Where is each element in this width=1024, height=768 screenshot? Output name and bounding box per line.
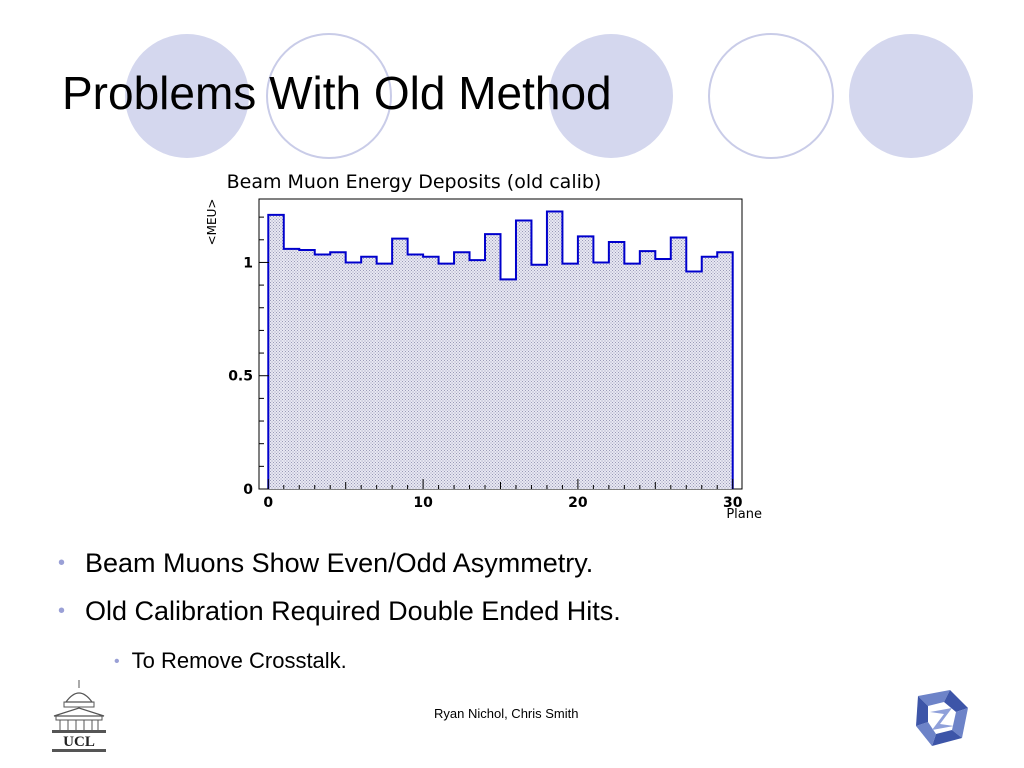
deco-circle-filled bbox=[549, 34, 673, 158]
histogram-bar bbox=[423, 256, 439, 489]
slide-title: Problems With Old Method bbox=[62, 67, 612, 119]
histogram-bar bbox=[454, 252, 470, 489]
histogram-bar bbox=[531, 264, 547, 489]
histogram-bar bbox=[268, 214, 284, 489]
deco-circle-outline bbox=[266, 33, 392, 159]
histogram-bar bbox=[485, 234, 501, 489]
y-axis-label: <MEU> bbox=[205, 199, 219, 246]
histogram-bar bbox=[717, 252, 733, 489]
histogram-bar bbox=[361, 256, 377, 489]
histogram-bar bbox=[670, 237, 687, 489]
histogram-outline bbox=[267, 210, 734, 489]
x-tick-label: 0 bbox=[263, 495, 273, 511]
y-tick-label: 0 bbox=[243, 482, 253, 498]
histogram-bar bbox=[593, 262, 609, 489]
histogram-bar bbox=[345, 262, 362, 489]
histogram-bar bbox=[407, 254, 424, 489]
histogram-bar bbox=[500, 279, 516, 489]
histogram-bar bbox=[546, 211, 563, 489]
bullet-icon: • bbox=[58, 600, 66, 622]
x-tick-label: 20 bbox=[568, 495, 588, 511]
histogram-bar bbox=[469, 260, 486, 489]
histogram-bar bbox=[655, 259, 671, 489]
histogram-bar bbox=[299, 249, 315, 489]
histogram-bar bbox=[376, 263, 393, 489]
deco-circle-outline bbox=[708, 33, 834, 159]
histogram-bar bbox=[314, 254, 331, 489]
x-tick-label: 10 bbox=[413, 495, 433, 511]
histogram-bar bbox=[438, 263, 455, 489]
bullet-icon: • bbox=[58, 552, 66, 574]
histogram-bar bbox=[701, 256, 718, 489]
bullet-icon: • bbox=[114, 653, 120, 670]
chart-title: Beam Muon Energy Deposits (old calib) bbox=[227, 171, 602, 193]
deco-circle-filled bbox=[125, 34, 249, 158]
histogram-bar bbox=[624, 263, 640, 489]
x-axis-label: Plane bbox=[726, 507, 762, 522]
ucl-logo-text: UCL bbox=[63, 734, 95, 750]
bullet-item: • Beam Muons Show Even/Odd Asymmetry. bbox=[58, 548, 594, 578]
histogram-bar bbox=[577, 236, 594, 489]
deco-circle-filled bbox=[849, 34, 973, 158]
minos-logo bbox=[916, 690, 968, 746]
x-tick-label: 30 bbox=[723, 495, 743, 511]
histogram-bar bbox=[686, 271, 702, 489]
decorative-circles bbox=[125, 33, 973, 159]
histogram-bar bbox=[639, 251, 656, 489]
y-tick-label: 1 bbox=[243, 255, 253, 271]
bullet-item: • Old Calibration Required Double Ended H… bbox=[58, 596, 621, 626]
footer-authors: Ryan Nichol, Chris Smith bbox=[434, 706, 579, 721]
histogram-bar bbox=[608, 242, 625, 489]
histogram-bar bbox=[392, 238, 408, 489]
histogram-bar bbox=[330, 252, 346, 489]
ucl-logo: UCL bbox=[52, 680, 106, 752]
y-tick-label: 0.5 bbox=[228, 369, 253, 385]
sub-bullet-item: • To Remove Crosstalk. bbox=[114, 648, 347, 673]
histogram-bar bbox=[562, 263, 578, 489]
histogram-bar bbox=[283, 248, 300, 489]
histogram-bar bbox=[515, 220, 532, 489]
plot-area: 0 10 20 30 0 0.5 1 bbox=[228, 198, 743, 511]
histogram-chart: Beam Muon Energy Deposits (old calib) <M… bbox=[205, 171, 762, 522]
